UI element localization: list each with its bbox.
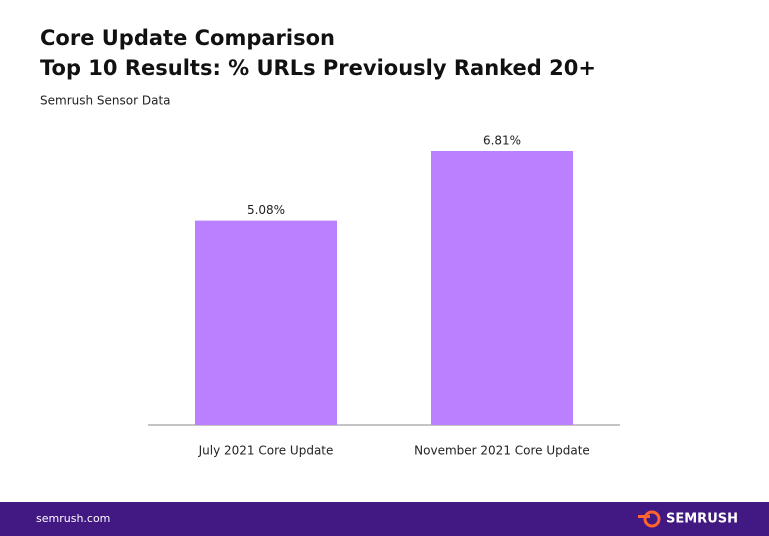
x-tick-label: July 2021 Core Update xyxy=(198,444,334,458)
footer-band xyxy=(0,502,769,536)
value-label: 5.08% xyxy=(247,203,285,217)
bar xyxy=(195,220,337,425)
chart-title: Core Update Comparison xyxy=(40,26,335,50)
footer-brand: SEMRUSH xyxy=(666,512,738,527)
bar xyxy=(431,151,573,425)
x-tick-label: November 2021 Core Update xyxy=(414,444,590,458)
chart-subtitle: Top 10 Results: % URLs Previously Ranked… xyxy=(40,56,596,80)
footer-site: semrush.com xyxy=(36,512,110,525)
annotation: Semrush Sensor Data xyxy=(40,94,171,108)
brand-logo-icon xyxy=(638,510,661,528)
value-label: 6.81% xyxy=(483,134,521,148)
